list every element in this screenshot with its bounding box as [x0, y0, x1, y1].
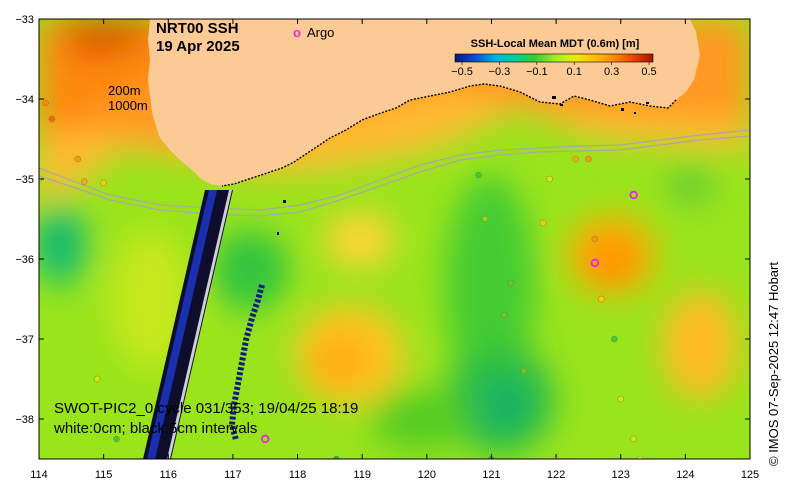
- x-tick-label: 117: [224, 469, 242, 481]
- map-title-date: 19 Apr 2025: [156, 38, 240, 55]
- argo-legend-marker: o: [293, 25, 301, 40]
- x-tick-label: 123: [612, 469, 630, 481]
- colorbar: [454, 53, 654, 63]
- argo-float-marker: [590, 258, 600, 268]
- imos-credit: © IMOS 07-Sep-2025 12:47 Hobart: [766, 262, 781, 466]
- swot-caption-line2: white:0cm; black:5cm intervals: [54, 420, 258, 437]
- drifter-marker: [520, 367, 527, 375]
- drifter-marker: [74, 155, 81, 163]
- colorbar-ticks: −0.5 −0.3 −0.1 0.1 0.3 0.5: [451, 62, 657, 78]
- isobath-label-200m: 200m: [108, 83, 141, 98]
- swot-swath-edge: [167, 190, 232, 459]
- drifter-marker: [546, 175, 553, 183]
- isobath-label-1000m: 1000m: [108, 98, 148, 113]
- x-tick-label: 121: [482, 469, 500, 481]
- drifter-marker: [481, 215, 489, 223]
- x-tick-label: 116: [159, 469, 177, 481]
- drifter-layer: [39, 99, 644, 459]
- drifter-marker: [475, 171, 482, 179]
- drifter-marker: [591, 235, 599, 243]
- drifter-marker: [501, 311, 508, 319]
- x-tick-label: 124: [676, 469, 694, 481]
- colorbar-tick-label: −0.5: [451, 66, 473, 78]
- y-axis: −33 −34 −35 −36 −37 −38: [15, 14, 750, 426]
- argo-layer: [261, 190, 638, 444]
- argo-float-marker: [629, 190, 638, 200]
- isobath-200m: [39, 129, 750, 211]
- swot-caption: SWOT-PIC2_0 cycle 031/353; 19/04/25 18:1…: [54, 399, 358, 439]
- colorbar-title: SSH-Local Mean MDT (0.6m) [m]: [470, 38, 640, 50]
- swot-secondary-track: [228, 284, 265, 441]
- x-tick-label: 118: [289, 469, 307, 481]
- swot-caption-line1: SWOT-PIC2_0 cycle 031/353; 19/04/25 18:1…: [54, 400, 359, 417]
- x-tick-label: 115: [95, 469, 113, 481]
- x-axis: 114 115 116 117 118 119 120 121 122 123 124 125: [30, 19, 759, 481]
- drifter-marker: [93, 375, 101, 383]
- x-tick-label: 122: [547, 469, 565, 481]
- colorbar-tick-label: 0.3: [604, 66, 619, 78]
- drifter-marker: [113, 435, 120, 443]
- x-tick-label: 119: [353, 469, 371, 481]
- y-tick-label: −33: [15, 14, 34, 26]
- drifter-marker: [572, 155, 579, 163]
- x-tick-label: 120: [418, 469, 436, 481]
- drifter-marker: [100, 179, 107, 187]
- colorbar-tick-label: 0.5: [641, 66, 656, 78]
- isobath-labels: 200m 1000m: [108, 83, 148, 113]
- coastline: [221, 83, 677, 187]
- y-tick-label: −35: [15, 174, 34, 186]
- argo-legend-label: Argo: [306, 25, 335, 40]
- drifter-marker: [585, 155, 592, 163]
- y-tick-label: −36: [15, 254, 34, 266]
- drifter-marker: [507, 279, 515, 287]
- drifter-marker: [636, 455, 644, 459]
- x-tick-label: 114: [30, 469, 48, 481]
- y-tick-label: −38: [15, 414, 34, 426]
- drifter-marker: [598, 295, 605, 303]
- drifter-marker: [539, 219, 547, 227]
- drifter-marker: [81, 178, 88, 185]
- argo-float-marker: [261, 434, 270, 444]
- drifter-marker: [611, 335, 618, 343]
- drifter-marker: [630, 435, 637, 443]
- y-tick-label: −34: [15, 94, 34, 106]
- map-plot-area: [39, 19, 750, 459]
- colorbar-tick-label: 0.1: [567, 66, 582, 78]
- map-title-line1: NRT00 SSH: [156, 20, 239, 37]
- drifter-marker: [333, 455, 340, 459]
- isobath-1000m: [39, 135, 750, 217]
- argo-legend: o Argo: [293, 25, 334, 40]
- x-tick-label: 125: [741, 469, 759, 481]
- drifter-marker: [48, 115, 56, 123]
- plot-frame: [38, 18, 751, 460]
- map-title: NRT00 SSH 19 Apr 2025: [156, 20, 240, 56]
- drifter-marker: [617, 395, 624, 403]
- colorbar-tick-label: −0.3: [489, 66, 511, 78]
- coastal-islands: [277, 96, 649, 235]
- colorbar-tick-label: −0.1: [526, 66, 548, 78]
- drifter-marker: [42, 99, 49, 107]
- y-tick-label: −37: [15, 334, 34, 346]
- swot-swath-inner: [147, 190, 217, 459]
